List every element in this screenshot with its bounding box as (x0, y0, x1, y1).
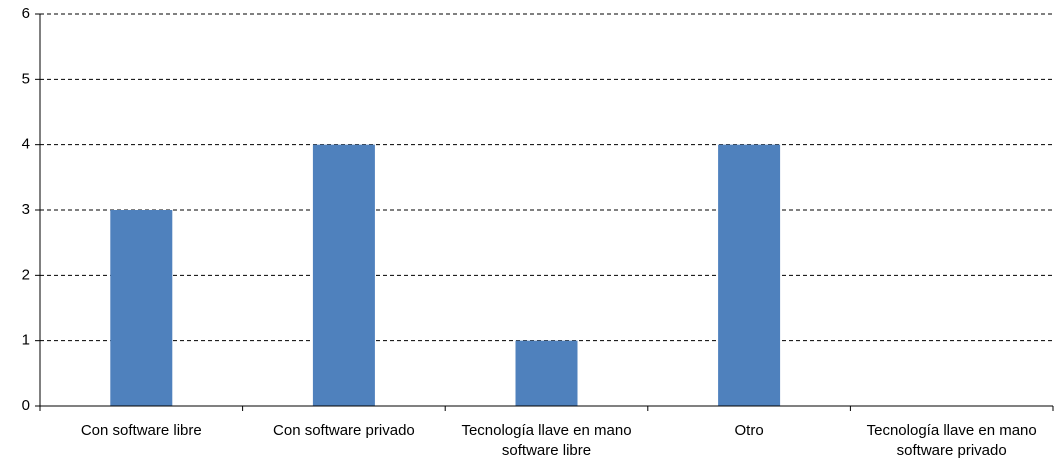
x-tick-label: Tecnología llave en mano software libre (461, 422, 632, 459)
x-tick-label: Con software privado (273, 422, 415, 439)
y-tick-label: 0 (22, 397, 30, 414)
bar (110, 210, 173, 406)
x-tick-label: Con software libre (80, 422, 202, 439)
y-tick-label: 1 (22, 332, 30, 349)
y-tick-label: 4 (22, 136, 30, 153)
bar (312, 144, 375, 406)
y-tick-label: 6 (22, 5, 30, 22)
x-tick-label: Tecnología llave en mano software privad… (866, 422, 1037, 459)
bar (515, 340, 578, 406)
x-tick-label: Otro (734, 422, 764, 439)
y-tick-label: 5 (22, 70, 30, 87)
y-tick-label: 2 (22, 266, 30, 283)
y-tick-label: 3 (22, 201, 30, 218)
bar (718, 144, 781, 406)
